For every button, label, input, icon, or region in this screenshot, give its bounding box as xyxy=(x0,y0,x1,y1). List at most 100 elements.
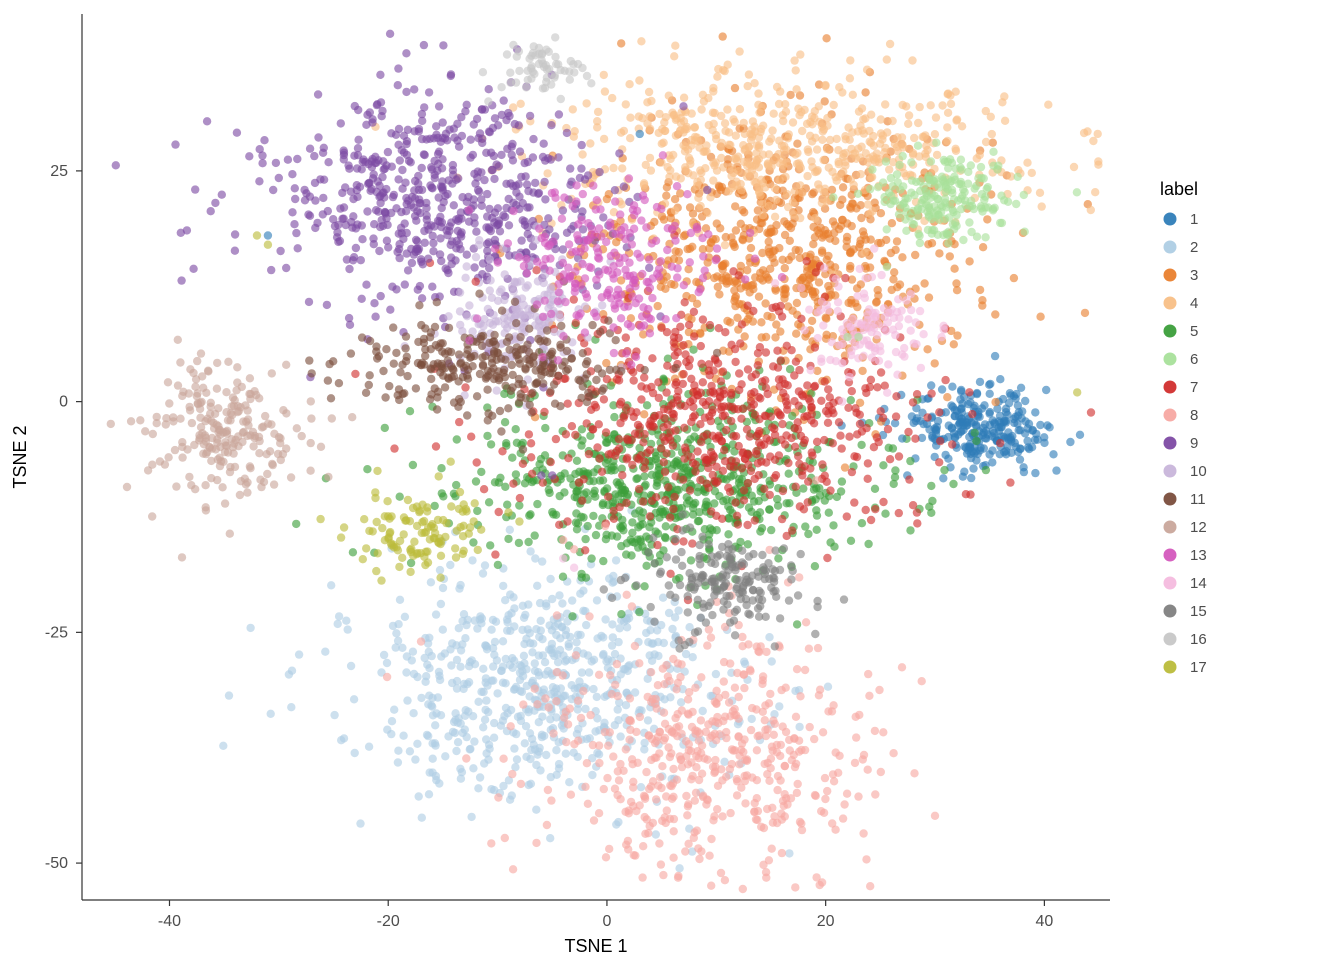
point xyxy=(1045,423,1053,431)
point xyxy=(1081,309,1089,317)
point xyxy=(871,790,879,798)
point xyxy=(773,495,781,503)
point xyxy=(526,547,534,555)
point xyxy=(767,412,775,420)
point xyxy=(437,464,445,472)
point xyxy=(712,670,720,678)
point xyxy=(691,133,699,141)
point xyxy=(770,425,778,433)
point xyxy=(681,402,689,410)
point xyxy=(660,680,668,688)
point xyxy=(671,351,679,359)
point xyxy=(895,509,903,517)
point xyxy=(441,752,449,760)
point xyxy=(598,468,606,476)
point xyxy=(949,220,957,228)
point xyxy=(793,140,801,148)
point xyxy=(846,136,854,144)
point xyxy=(849,91,857,99)
point xyxy=(719,32,727,40)
point xyxy=(420,150,428,158)
point xyxy=(501,418,509,426)
point xyxy=(886,455,894,463)
point xyxy=(291,195,299,203)
point xyxy=(233,129,241,137)
point xyxy=(762,333,770,341)
point xyxy=(670,493,678,501)
point xyxy=(743,266,751,274)
point xyxy=(910,220,918,228)
point xyxy=(795,573,803,581)
point xyxy=(255,177,263,185)
point xyxy=(541,195,549,203)
point xyxy=(817,397,825,405)
point xyxy=(533,500,541,508)
point xyxy=(915,232,923,240)
point xyxy=(730,463,738,471)
point xyxy=(606,728,614,736)
point xyxy=(602,853,610,861)
point xyxy=(447,253,455,261)
point xyxy=(455,624,463,632)
point xyxy=(768,126,776,134)
point xyxy=(327,581,335,589)
point xyxy=(783,190,791,198)
point xyxy=(590,816,598,824)
point xyxy=(790,56,798,64)
point xyxy=(781,231,789,239)
point xyxy=(640,373,648,381)
point xyxy=(870,142,878,150)
point xyxy=(641,795,649,803)
point xyxy=(707,882,715,890)
point xyxy=(472,228,480,236)
point xyxy=(641,813,649,821)
point xyxy=(485,238,493,246)
point xyxy=(752,815,760,823)
point xyxy=(666,781,674,789)
point xyxy=(754,361,762,369)
point xyxy=(818,136,826,144)
point xyxy=(881,100,889,108)
point xyxy=(923,345,931,353)
point xyxy=(986,408,994,416)
point xyxy=(622,333,630,341)
point xyxy=(747,726,755,734)
point xyxy=(883,263,891,271)
point xyxy=(972,182,980,190)
point xyxy=(611,650,619,658)
point xyxy=(1038,202,1046,210)
point xyxy=(768,254,776,262)
point xyxy=(396,493,404,501)
point xyxy=(883,225,891,233)
point xyxy=(540,178,548,186)
point xyxy=(634,430,642,438)
point xyxy=(725,698,733,706)
point xyxy=(809,223,817,231)
point xyxy=(913,508,921,516)
point xyxy=(672,247,680,255)
point xyxy=(439,186,447,194)
point xyxy=(920,279,928,287)
point xyxy=(879,498,887,506)
point xyxy=(664,483,672,491)
point xyxy=(585,450,593,458)
point xyxy=(582,621,590,629)
point xyxy=(424,732,432,740)
point xyxy=(495,162,503,170)
point xyxy=(602,428,610,436)
point xyxy=(795,460,803,468)
point xyxy=(641,464,649,472)
point xyxy=(693,300,701,308)
point xyxy=(1087,206,1095,214)
point xyxy=(818,122,826,130)
point xyxy=(444,312,452,320)
point xyxy=(571,127,579,135)
point xyxy=(777,356,785,364)
point xyxy=(864,766,872,774)
point xyxy=(1014,173,1022,181)
point xyxy=(581,546,589,554)
point xyxy=(403,652,411,660)
point xyxy=(944,90,952,98)
point xyxy=(528,470,536,478)
point xyxy=(617,524,625,532)
